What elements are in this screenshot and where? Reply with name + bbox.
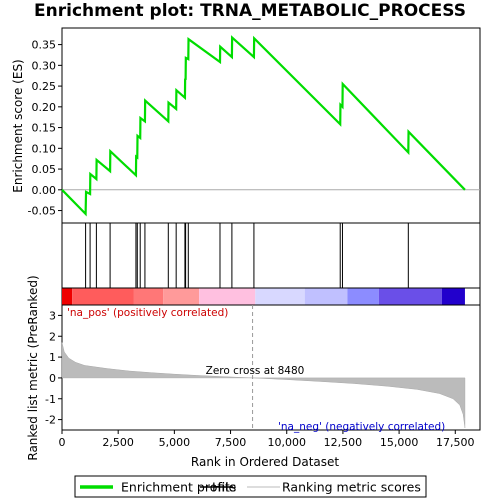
enrichment-profile-line (61, 35, 466, 217)
es-y-axis: -0.05 0.00 0.05 0.10 0.15 0.20 0.25 0.30 0.35 (28, 39, 62, 218)
legend-label: Enrichment profile (121, 480, 237, 495)
metric-y-tick-label: -1 (45, 393, 56, 406)
metric-y-axis-label: Ranked list metric (PreRanked) (26, 275, 40, 460)
rank-bar-segment (304, 288, 348, 305)
es-y-tick-label: 0.35 (32, 39, 57, 52)
rank-bar-segment (199, 288, 256, 305)
rank-bar-segment (133, 288, 164, 305)
es-y-tick-label: 0.30 (32, 59, 57, 72)
x-tick-label: 7,500 (215, 436, 247, 449)
ranking-metric-series (61, 342, 466, 428)
hits-series (85, 223, 409, 288)
metric-y-tick-label: 0 (49, 372, 56, 385)
x-tick-label: 17,500 (436, 436, 475, 449)
hits-panel-frame (61, 222, 481, 289)
x-tick-label: 5,000 (159, 436, 191, 449)
enrichment-profile-series (61, 35, 466, 217)
rank-bar-segment (378, 288, 442, 305)
rank-bar-segment (441, 288, 465, 305)
legend-label: Ranking metric scores (282, 480, 421, 495)
x-axis-label: Rank in Ordered Dataset (191, 455, 339, 469)
es-y-tick-label: 0.00 (32, 184, 57, 197)
es-y-tick-label: 0.15 (32, 122, 57, 135)
metric-y-axis: -2 -1 0 1 2 3 (45, 309, 62, 427)
es-plot-frame (61, 27, 481, 224)
es-y-tick-label: 0.05 (32, 163, 57, 176)
negative-label: 'na_neg' (negatively correlated) (278, 421, 445, 433)
x-tick-label: 10,000 (267, 436, 306, 449)
metric-y-tick-label: 1 (49, 351, 56, 364)
metric-y-tick-label: -2 (45, 414, 56, 427)
es-y-axis-label: Enrichment score (ES) (11, 59, 25, 192)
es-y-tick-label: 0.10 (32, 142, 57, 155)
rank-bar-segment (255, 288, 305, 305)
x-tick-label: 12,500 (324, 436, 363, 449)
rank-color-bar (62, 288, 465, 305)
rank-bar-segment (72, 288, 134, 305)
es-y-tick-label: -0.05 (28, 205, 56, 218)
x-tick-label: 15,000 (380, 436, 419, 449)
rank-bar-segment (163, 288, 200, 305)
x-tick-label: 2,500 (102, 436, 134, 449)
metric-y-tick-label: 2 (49, 330, 56, 343)
chart-title: Enrichment plot: TRNA_METABOLIC_PROCESS (34, 1, 466, 21)
rank-bar-segment (62, 288, 73, 305)
metric-y-tick-label: 3 (49, 309, 56, 322)
es-y-tick-label: 0.25 (32, 80, 57, 93)
ranking-metric-area (61, 342, 466, 428)
zero-cross-label: Zero cross at 8480 (206, 365, 305, 377)
positive-label: 'na_pos' (positively correlated) (67, 307, 228, 319)
x-tick-label: 0 (59, 436, 66, 449)
es-y-tick-label: 0.20 (32, 101, 57, 114)
x-axis: 0 2,500 5,000 7,500 10,000 12,500 15,000 17,500 (59, 430, 475, 449)
rank-bar-segment (347, 288, 379, 305)
legend-label: Hits (212, 480, 236, 495)
